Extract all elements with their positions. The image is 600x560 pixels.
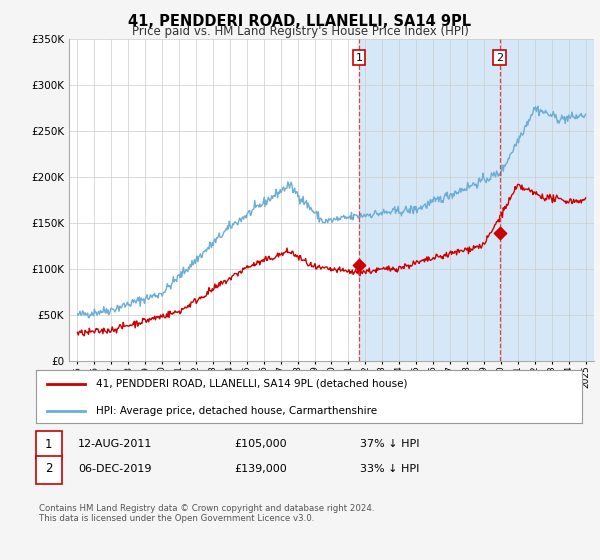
Text: 41, PENDDERI ROAD, LLANELLI, SA14 9PL (detached house): 41, PENDDERI ROAD, LLANELLI, SA14 9PL (d… (96, 379, 407, 389)
Text: HPI: Average price, detached house, Carmarthenshire: HPI: Average price, detached house, Carm… (96, 406, 377, 416)
Text: 1: 1 (45, 437, 53, 451)
Text: Price paid vs. HM Land Registry's House Price Index (HPI): Price paid vs. HM Land Registry's House … (131, 25, 469, 38)
Text: 41, PENDDERI ROAD, LLANELLI, SA14 9PL: 41, PENDDERI ROAD, LLANELLI, SA14 9PL (128, 14, 472, 29)
Text: This data is licensed under the Open Government Licence v3.0.: This data is licensed under the Open Gov… (39, 514, 314, 523)
Text: 2: 2 (496, 53, 503, 63)
Text: 1: 1 (355, 53, 362, 63)
Text: £105,000: £105,000 (234, 439, 287, 449)
Text: 33% ↓ HPI: 33% ↓ HPI (360, 464, 419, 474)
Text: 37% ↓ HPI: 37% ↓ HPI (360, 439, 419, 449)
Text: £139,000: £139,000 (234, 464, 287, 474)
Bar (359, 39, 594, 361)
Text: Contains HM Land Registry data © Crown copyright and database right 2024.: Contains HM Land Registry data © Crown c… (39, 504, 374, 513)
Point (354, 260, 364, 269)
Text: 06-DEC-2019: 06-DEC-2019 (78, 464, 151, 474)
Text: 12-AUG-2011: 12-AUG-2011 (78, 439, 152, 449)
Point (495, 229, 505, 238)
Text: 2: 2 (45, 462, 53, 475)
